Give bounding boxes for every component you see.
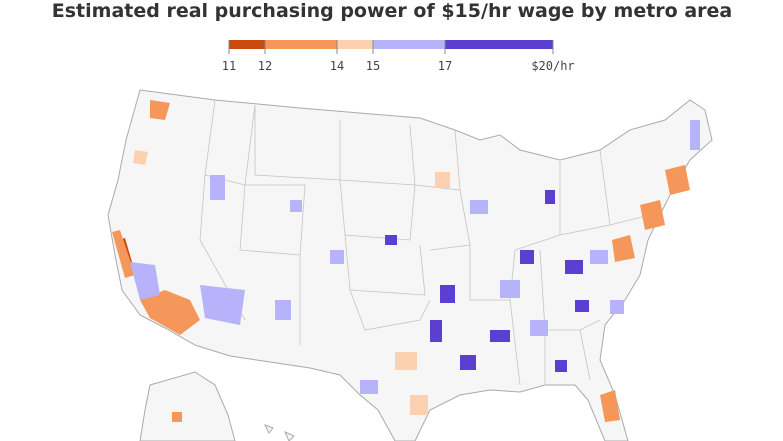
title: Estimated real purchasing power of $15/h… [52, 0, 732, 22]
legend-swatch [265, 40, 337, 49]
legend-tick-label: 11 [222, 59, 236, 73]
legend: 11 12 14 15 17 $20/hr [222, 40, 575, 73]
legend-tick-label: 15 [366, 59, 380, 73]
legend-swatch [337, 40, 373, 49]
legend-swatch [373, 40, 445, 49]
legend-swatch [445, 40, 553, 49]
metro-areas [112, 100, 700, 422]
us-outline [107, 89, 713, 441]
map [107, 89, 713, 441]
hawaii [263, 424, 295, 441]
legend-tick-label: 12 [258, 59, 272, 73]
legend-tick-label: 17 [438, 59, 452, 73]
legend-swatch [229, 40, 265, 49]
legend-tick-label: 14 [330, 59, 344, 73]
alaska [139, 371, 236, 441]
legend-tick-label: $20/hr [531, 59, 574, 73]
